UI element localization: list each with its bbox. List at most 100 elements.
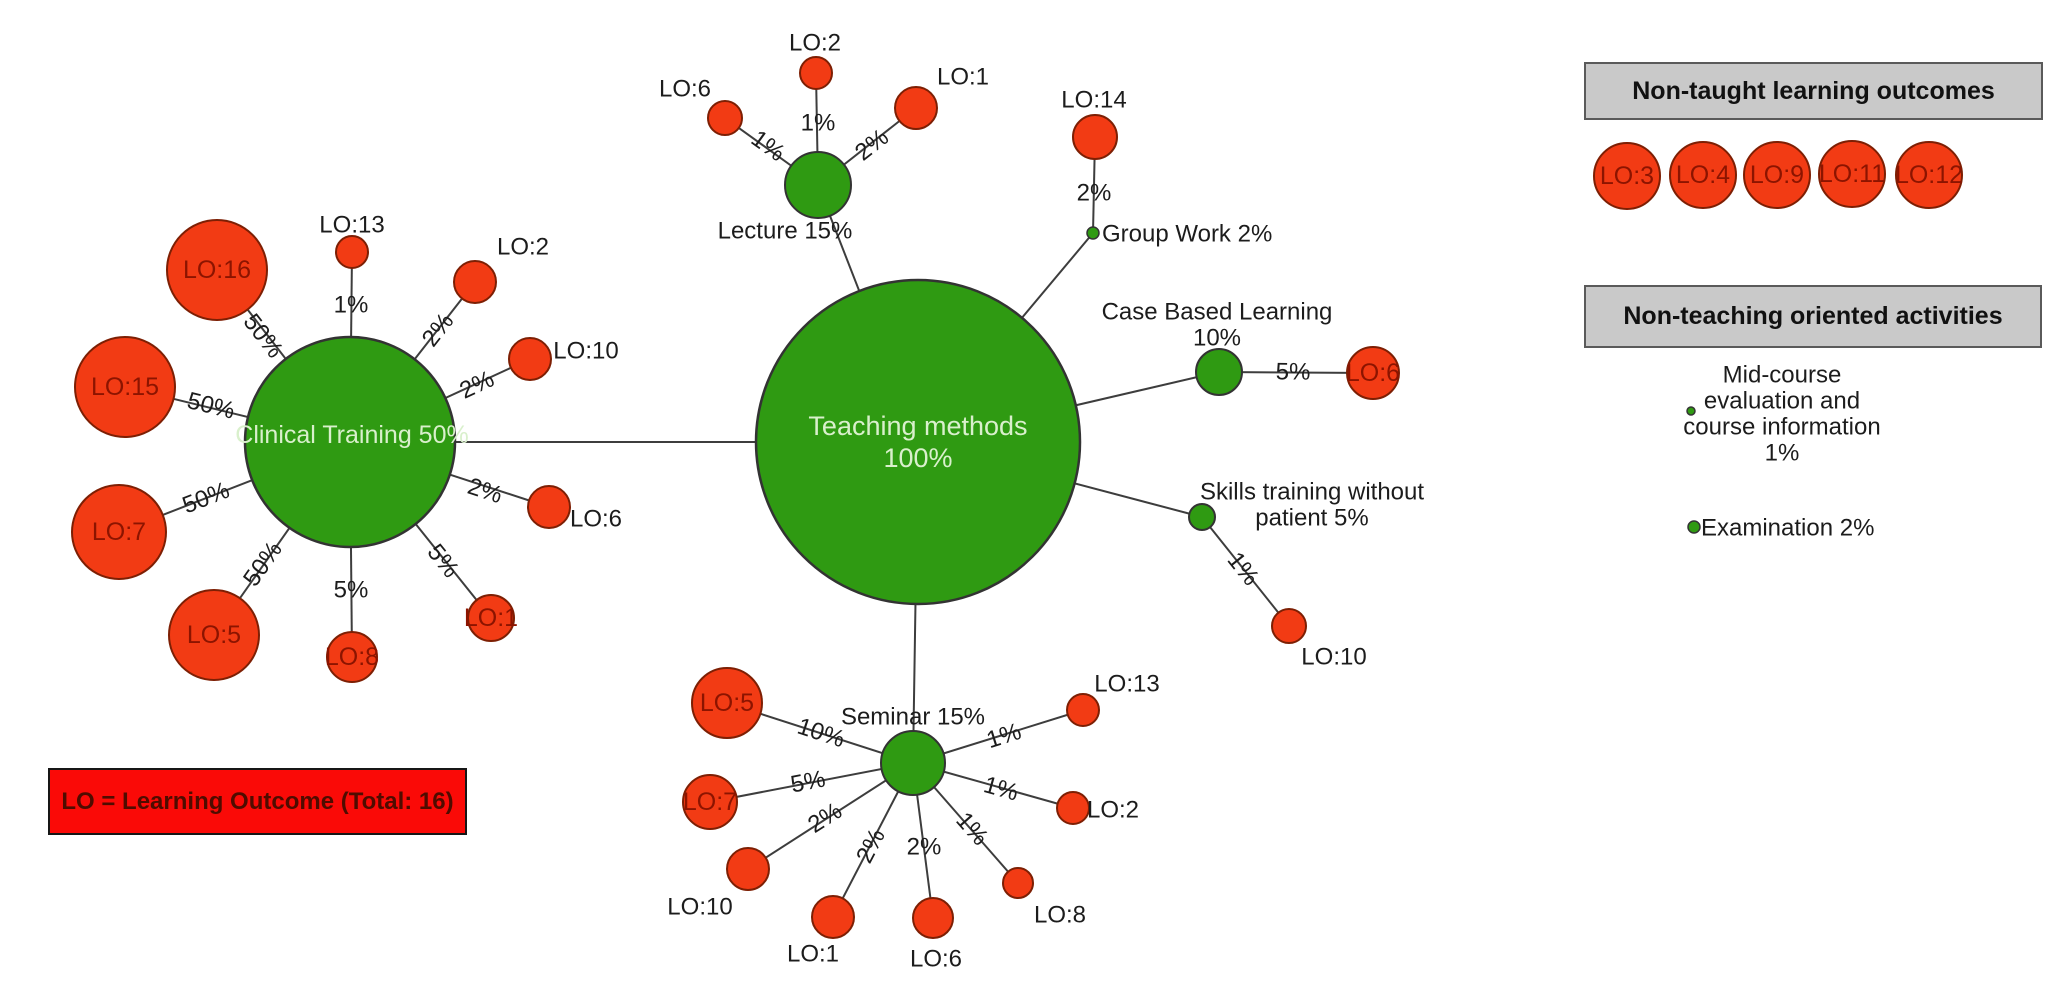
label-clinical: Clinical Training 50% (235, 421, 468, 449)
edge-seminar-sem_lo7 (709, 762, 914, 803)
edge-label-clinical-cl_lo10: 2% (456, 365, 499, 404)
node-sk_lo10-outcome-circle (1271, 608, 1307, 644)
label-cbl-line1: Case Based Learning (1102, 299, 1333, 326)
node-sem_lo1-outcome-circle (811, 895, 855, 939)
label-cl_lo15: LO:15 (91, 373, 159, 401)
node-cl_lo15-outcome-circle (74, 336, 176, 438)
label-teaching-line2: 100% (883, 443, 952, 473)
edge-label-clinical-cl_lo7: 50% (179, 477, 234, 520)
label-cbl_lo6: LO:6 (1346, 359, 1400, 387)
label-cl_lo13: LO:13 (319, 212, 384, 239)
edge-label-seminar-sem_lo6: 2% (907, 834, 942, 861)
node-cl_lo5-outcome-circle (168, 589, 260, 681)
node-leg_lo11-outcome-circle (1818, 140, 1886, 208)
node-lec_lo1-outcome-circle (894, 86, 938, 130)
node-lo14-outcome-circle (1072, 114, 1118, 160)
label-sem_lo5: LO:5 (700, 689, 754, 717)
legend-non-teaching-title: Non-teaching oriented activities (1584, 285, 2042, 348)
node-cl_lo13-outcome-circle (335, 235, 369, 269)
node-teaching-circle (754, 278, 1082, 606)
edge-label-seminar-sem_lo13: 1% (983, 718, 1024, 754)
edge-label-groupwork-lo14: 2% (1077, 180, 1112, 207)
edge-label-clinical-cl_lo16: 50% (238, 309, 289, 364)
node-mid_dot-circle (1686, 406, 1696, 416)
lo-note-box: LO = Learning Outcome (Total: 16) (48, 768, 467, 835)
node-sem_lo5-outcome-circle (691, 667, 763, 739)
node-leg_lo3-outcome-circle (1593, 142, 1661, 210)
label-cl_lo1: LO:1 (464, 604, 518, 632)
label-leg_lo4: LO:4 (1676, 161, 1730, 189)
edge-label-clinical-cl_lo6: 2% (464, 473, 505, 509)
label-cl_lo16: LO:16 (183, 256, 251, 284)
label-mid_dot-line1: Mid-course (1723, 362, 1842, 389)
node-cl_lo1-outcome-circle (467, 594, 515, 642)
node-exam_dot-circle (1687, 520, 1701, 534)
edge-skills-sk_lo10 (1201, 516, 1290, 627)
label-lec_lo1: LO:1 (937, 64, 989, 91)
label-sem_lo8: LO:8 (1034, 902, 1086, 929)
node-cl_lo10-outcome-circle (508, 337, 552, 381)
node-sem_lo8-outcome-circle (1002, 867, 1034, 899)
label-sem_lo10: LO:10 (667, 894, 732, 921)
label-sem_lo2: LO:2 (1087, 797, 1139, 824)
label-leg_lo9: LO:9 (1750, 161, 1804, 189)
node-sem_lo7-outcome-circle (682, 774, 738, 830)
label-sk_lo10: LO:10 (1301, 644, 1366, 671)
node-seminar-circle (880, 730, 946, 796)
label-seminar: Seminar 15% (841, 704, 985, 731)
node-sem_lo6-outcome-circle (912, 897, 954, 939)
node-leg_lo4-outcome-circle (1669, 141, 1737, 209)
label-cbl-line2: 10% (1193, 325, 1241, 352)
edge-label-seminar-sem_lo2: 1% (981, 771, 1022, 806)
node-cbl_lo6-outcome-circle (1346, 346, 1400, 400)
node-groupwork-circle (1086, 226, 1100, 240)
label-sem_lo13: LO:13 (1094, 671, 1159, 698)
node-skills-circle (1188, 503, 1216, 531)
label-lec_lo2: LO:2 (789, 30, 841, 57)
label-leg_lo12: LO:12 (1895, 161, 1963, 189)
node-sem_lo13-outcome-circle (1066, 693, 1100, 727)
label-mid_dot-line4: 1% (1765, 440, 1800, 467)
label-skills-line1: Skills training without (1200, 479, 1424, 506)
label-cl_lo7: LO:7 (92, 518, 146, 546)
label-teaching-line1: Teaching methods (808, 411, 1027, 441)
edge-label-clinical-cl_lo8: 5% (334, 577, 369, 604)
label-lecture: Lecture 15% (718, 218, 853, 245)
node-cl_lo6-outcome-circle (527, 485, 571, 529)
node-cl_lo16-outcome-circle (166, 219, 268, 321)
label-sem_lo7: LO:7 (683, 788, 737, 816)
edge-label-clinical-cl_lo13: 1% (334, 292, 369, 319)
edge-label-cbl-cbl_lo6: 5% (1276, 358, 1311, 385)
label-leg_lo3: LO:3 (1600, 162, 1654, 190)
edge-label-skills-sk_lo10: 1% (1222, 547, 1265, 591)
edge-label-seminar-sem_lo7: 5% (788, 765, 827, 798)
label-lec_lo6: LO:6 (659, 76, 711, 103)
label-lo14: LO:14 (1061, 87, 1126, 114)
node-cl_lo8-outcome-circle (326, 631, 378, 683)
node-lec_lo2-outcome-circle (799, 56, 833, 90)
node-leg_lo12-outcome-circle (1895, 141, 1963, 209)
edge-label-clinical-cl_lo5: 50% (238, 537, 288, 592)
node-cl_lo2-outcome-circle (453, 260, 497, 304)
node-sem_lo2-outcome-circle (1056, 791, 1090, 825)
label-cl_lo5: LO:5 (187, 621, 241, 649)
edge-label-lecture-lec_lo2: 1% (801, 110, 836, 137)
node-cbl-circle (1195, 348, 1243, 396)
edge-label-seminar-sem_lo1: 2% (851, 824, 891, 867)
label-exam_dot: Examination 2% (1701, 515, 1874, 542)
label-leg_lo11: LO:11 (1819, 160, 1885, 188)
label-cl_lo8: LO:8 (325, 643, 379, 671)
label-sem_lo6: LO:6 (910, 946, 962, 973)
edge-label-seminar-sem_lo5: 10% (794, 713, 848, 753)
label-cl_lo10: LO:10 (553, 338, 618, 365)
label-mid_dot-line2: evaluation and (1704, 388, 1860, 415)
node-lec_lo6-outcome-circle (707, 100, 743, 136)
node-lecture-circle (784, 151, 852, 219)
label-sem_lo1: LO:1 (787, 941, 839, 968)
legend-non-taught-title: Non-taught learning outcomes (1584, 62, 2043, 120)
node-cl_lo7-outcome-circle (71, 484, 167, 580)
label-cl_lo6: LO:6 (570, 506, 622, 533)
label-cl_lo2: LO:2 (497, 234, 549, 261)
label-skills-line2: patient 5% (1255, 505, 1368, 532)
